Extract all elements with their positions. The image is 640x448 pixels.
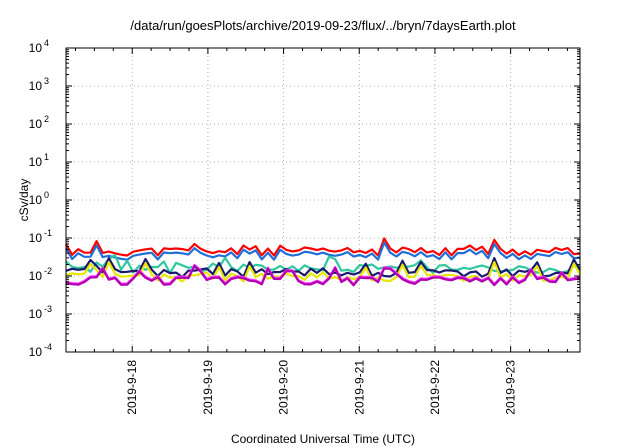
chart-title: /data/run/goesPlots/archive/2019-09-23/f… <box>130 18 516 33</box>
y-tick-base: 10 <box>29 307 43 321</box>
x-tick-label: 2019-9-23 <box>504 360 518 415</box>
y-tick-label: 10 <box>29 307 43 321</box>
y-tick-exponent: -1 <box>44 228 52 238</box>
series-line-1 <box>65 237 581 257</box>
series-line-3 <box>65 254 581 274</box>
y-tick-label: 10 <box>29 345 43 359</box>
y-tick-label: 10 <box>29 231 43 245</box>
y-tick-exponent: 0 <box>44 190 49 200</box>
series-group <box>65 237 581 287</box>
x-tick-label: 2019-9-19 <box>201 360 215 415</box>
series-line-5 <box>65 261 581 283</box>
y-tick-label: 10 <box>29 41 43 55</box>
x-axis-ticks: 2019-9-18 2019-9-19 2019-9-20 2019-9-21 2019… <box>74 48 568 415</box>
series-line-2 <box>65 241 581 261</box>
y-tick-label: 10 <box>29 269 43 283</box>
y-tick-base: 10 <box>29 79 43 93</box>
y-tick-label: 10 <box>29 193 43 207</box>
x-tick-label: 2019-9-20 <box>277 360 291 415</box>
y-tick-base: 10 <box>29 117 43 131</box>
y-tick-base: 10 <box>29 193 43 207</box>
y-tick-exponent: 3 <box>44 76 49 86</box>
y-tick-exponent: -4 <box>44 342 52 352</box>
grid-lines <box>66 48 580 352</box>
series-line-4 <box>65 257 581 279</box>
y-tick-base: 10 <box>29 155 43 169</box>
y-axis-label: cSv/day <box>17 179 31 222</box>
y-tick-exponent: 1 <box>44 152 49 162</box>
y-tick-label: 10 <box>29 79 43 93</box>
y-tick-exponent: -2 <box>44 266 52 276</box>
x-axis-label: Coordinated Universal Time (UTC) <box>231 432 415 446</box>
y-tick-base: 10 <box>29 269 43 283</box>
y-tick-base: 10 <box>29 231 43 245</box>
x-tick-label: 2019-9-18 <box>125 360 139 415</box>
y-tick-label: 10 <box>29 117 43 131</box>
y-tick-label: 10 <box>29 155 43 169</box>
x-tick-label: 2019-9-22 <box>428 360 442 415</box>
y-tick-exponent: 2 <box>44 114 49 124</box>
y-tick-base: 10 <box>29 345 43 359</box>
y-tick-base: 10 <box>29 41 43 55</box>
series-line-7 <box>65 264 581 287</box>
x-tick-label: 2019-9-21 <box>352 360 366 415</box>
y-tick-exponent: 4 <box>44 38 49 48</box>
y-tick-exponent: -3 <box>44 304 52 314</box>
